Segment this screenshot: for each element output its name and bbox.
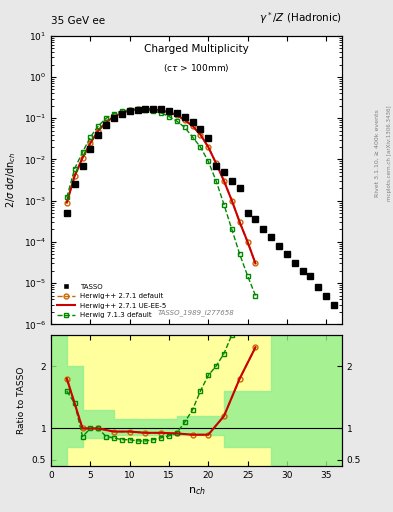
Text: $\gamma^*/Z$ (Hadronic): $\gamma^*/Z$ (Hadronic) [259, 10, 342, 26]
Text: Rivet 3.1.10, ≥ 400k events: Rivet 3.1.10, ≥ 400k events [375, 110, 380, 198]
Legend: TASSO, Herwig++ 2.7.1 default, Herwig++ 2.7.1 UE-EE-5, Herwig 7.1.3 default: TASSO, Herwig++ 2.7.1 default, Herwig++ … [55, 281, 169, 321]
Text: (c$\tau$ > 100mm): (c$\tau$ > 100mm) [163, 62, 230, 74]
Text: 35 GeV ee: 35 GeV ee [51, 15, 105, 26]
Bar [51, 335, 342, 466]
Y-axis label: 2/$\sigma$ d$\sigma$/dn$_{ch}$: 2/$\sigma$ d$\sigma$/dn$_{ch}$ [4, 152, 18, 208]
Y-axis label: Ratio to TASSO: Ratio to TASSO [17, 367, 26, 434]
Text: mcplots.cern.ch [arXiv:1306.3436]: mcplots.cern.ch [arXiv:1306.3436] [387, 106, 391, 201]
Text: Charged Multiplicity: Charged Multiplicity [144, 45, 249, 54]
Text: TASSO_1989_I277658: TASSO_1989_I277658 [158, 309, 235, 316]
X-axis label: n$_{ch}$: n$_{ch}$ [187, 485, 206, 497]
